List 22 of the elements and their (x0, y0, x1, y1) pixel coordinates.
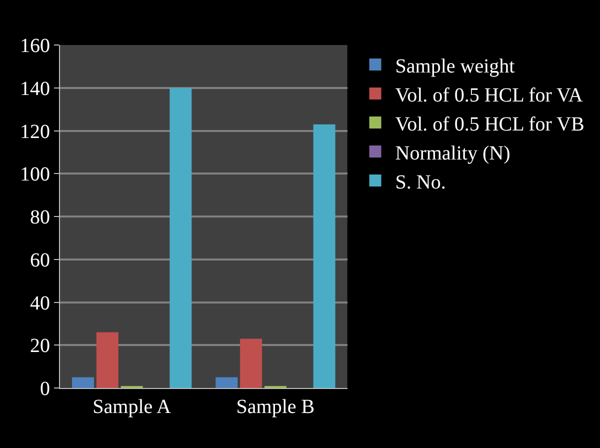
bar (96, 332, 118, 388)
y-tick-label: 100 (20, 164, 50, 186)
x-tick-label: Sample A (92, 396, 172, 418)
legend-label: Vol. of 0.5 HCL for VB (395, 113, 584, 136)
legend-label: Vol. of 0.5 HCL for VA (395, 84, 584, 106)
bar (216, 377, 238, 388)
legend-label: Normality (N) (395, 142, 510, 164)
y-tick-label: 140 (20, 78, 50, 100)
y-tick-label: 60 (30, 249, 50, 272)
bar (240, 338, 262, 388)
y-tick-label: 120 (20, 120, 50, 143)
y-tick-label: 40 (30, 292, 50, 314)
bar (72, 377, 94, 388)
bar (170, 88, 192, 388)
y-tick-label: 20 (30, 335, 50, 358)
x-tick-label: Sample B (236, 396, 315, 418)
y-tick-label: 0 (40, 378, 50, 400)
legend-label: S. No. (395, 171, 446, 194)
bar (313, 124, 336, 388)
legend-label: Sample weight (395, 55, 516, 78)
y-tick-label: 160 (20, 35, 50, 57)
y-tick-label: 80 (30, 206, 50, 228)
